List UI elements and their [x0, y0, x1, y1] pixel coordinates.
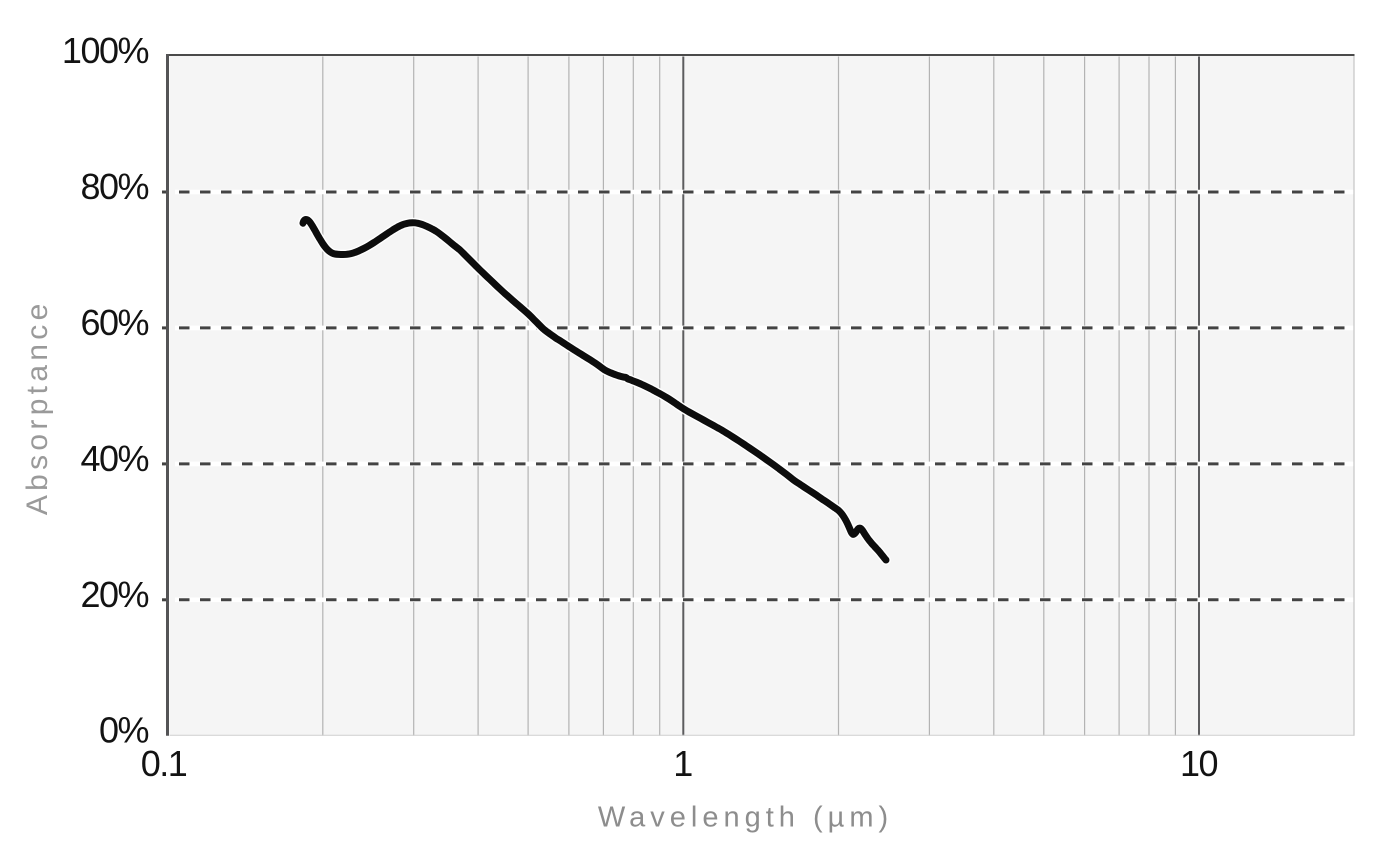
- svg-text:0%: 0%: [99, 710, 149, 751]
- svg-text:100%: 100%: [62, 30, 149, 71]
- svg-text:Absorptance: Absorptance: [21, 299, 54, 515]
- svg-text:Wavelength (µm): Wavelength (µm): [598, 802, 893, 834]
- svg-text:60%: 60%: [80, 302, 148, 343]
- svg-text:1: 1: [673, 743, 692, 784]
- svg-text:10: 10: [1180, 743, 1218, 784]
- svg-text:40%: 40%: [80, 438, 148, 479]
- svg-text:20%: 20%: [80, 574, 148, 615]
- svg-text:0.1: 0.1: [141, 743, 187, 784]
- svg-text:80%: 80%: [80, 166, 148, 207]
